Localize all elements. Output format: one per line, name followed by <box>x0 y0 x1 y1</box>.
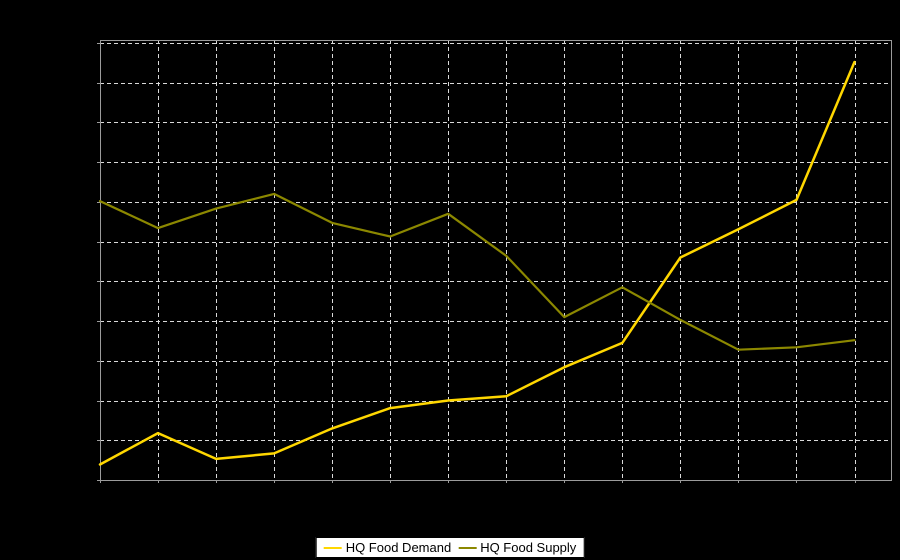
series-line-hq-food-demand <box>98 60 856 466</box>
legend-label-hq-food-supply: HQ Food Supply <box>480 540 577 555</box>
series-line-hq-food-supply <box>98 192 856 351</box>
axis-ticks <box>97 43 856 483</box>
legend-item-hq-food-supply: HQ Food Supply <box>458 540 576 555</box>
legend-item-hq-food-demand: HQ Food Demand <box>323 540 452 555</box>
legend-swatch-demand-line <box>323 546 342 549</box>
series-lines <box>98 60 856 466</box>
chart-legend: HQ Food Demand HQ Food Supply <box>315 537 585 558</box>
legend-swatch-supply-line <box>458 546 477 549</box>
legend-label-hq-food-demand: HQ Food Demand <box>345 540 452 555</box>
grid-lines <box>100 40 891 480</box>
plot-border <box>100 40 892 481</box>
